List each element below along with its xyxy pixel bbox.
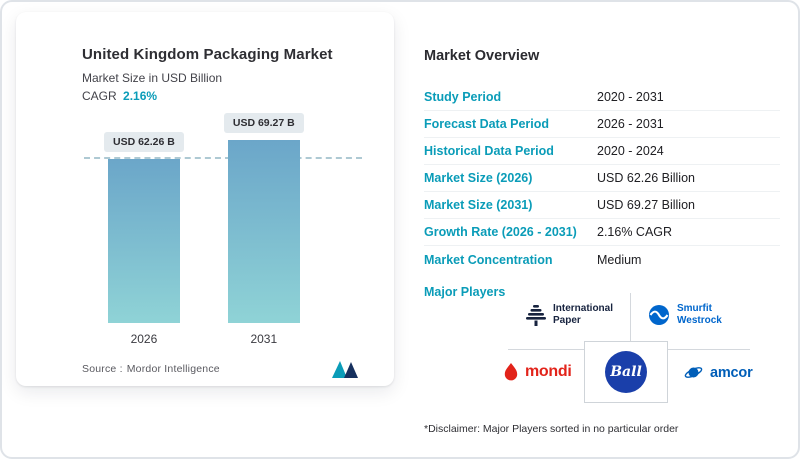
ball-wordmark: Ball xyxy=(610,364,642,380)
row-label: Market Size (2026) xyxy=(424,171,533,185)
market-size-card: United Kingdom Packaging Market Market S… xyxy=(16,12,394,386)
mondi-flame-icon xyxy=(504,363,518,381)
row-label: Historical Data Period xyxy=(424,144,554,158)
table-row: Market Size (2026) USD 62.26 Billion xyxy=(424,165,780,192)
players-vertical-divider xyxy=(630,293,631,348)
cagr-line: CAGR 2.16% xyxy=(82,89,362,103)
bar-group-2026: USD 62.26 B 2026 xyxy=(104,132,184,349)
table-row: Market Concentration Medium xyxy=(424,246,780,273)
major-players-grid: International Paper Smurfit Westrock mon… xyxy=(492,293,760,407)
bar-chart: USD 62.26 B 2026 USD 69.27 B 2031 xyxy=(82,111,362,349)
bar-2026 xyxy=(107,159,180,323)
reference-dashed-line xyxy=(84,157,362,159)
source-row: Source : Mordor Intelligence xyxy=(82,359,362,378)
row-value: Medium xyxy=(597,252,642,267)
amcor-wordmark: amcor xyxy=(710,364,753,381)
row-label: Study Period xyxy=(424,90,502,104)
row-value: 2.16% CAGR xyxy=(597,225,673,239)
logo-amcor: amcor xyxy=(684,363,753,382)
category-label-2026: 2026 xyxy=(130,332,158,346)
international-paper-tree-icon xyxy=(526,304,546,326)
international-paper-wordmark: International Paper xyxy=(553,303,614,326)
cagr-value: 2.16% xyxy=(123,89,158,103)
row-value: USD 62.26 Billion xyxy=(597,171,695,185)
source-text: Source : Mordor Intelligence xyxy=(82,363,224,375)
bar-2031 xyxy=(227,140,300,323)
row-label: Forecast Data Period xyxy=(424,117,550,131)
row-label: Market Concentration xyxy=(424,252,553,267)
bar-value-label-2026: USD 62.26 B xyxy=(104,132,184,152)
source-value: Mordor Intelligence xyxy=(126,362,220,375)
mondi-wordmark: mondi xyxy=(525,363,572,380)
overview-heading: Market Overview xyxy=(424,48,540,64)
bar-value-label-2031: USD 69.27 B xyxy=(223,113,304,133)
players-disclaimer: *Disclaimer: Major Players sorted in no … xyxy=(424,423,679,435)
logo-smurfit-westrock: Smurfit Westrock xyxy=(648,303,735,326)
table-row: Study Period 2020 - 2031 xyxy=(424,84,780,111)
card-title: United Kingdom Packaging Market xyxy=(82,46,333,63)
overview-table: Study Period 2020 - 2031 Forecast Data P… xyxy=(424,84,780,273)
ball-icon: Ball xyxy=(605,351,647,393)
source-label: Source : xyxy=(82,362,123,375)
mordor-intelligence-logo xyxy=(332,361,358,378)
smurfit-westrock-wordmark: Smurfit Westrock xyxy=(677,303,722,326)
bar-group-2031: USD 69.27 B 2031 xyxy=(223,113,304,349)
smurfit-westrock-icon xyxy=(649,304,669,325)
logo-international-paper: International Paper xyxy=(526,303,623,326)
table-row: Growth Rate (2026 - 2031) 2.16% CAGR xyxy=(424,219,780,246)
table-row: Forecast Data Period 2026 - 2031 xyxy=(424,111,780,138)
row-value: USD 69.27 Billion xyxy=(597,198,695,212)
logo-mondi: mondi xyxy=(504,363,572,381)
row-label: Market Size (2031) xyxy=(424,198,533,212)
logo-ball: Ball xyxy=(584,341,668,403)
row-value: 2020 - 2024 xyxy=(597,144,664,158)
row-value: 2026 - 2031 xyxy=(597,117,664,131)
market-overview-panel: Market Overview Study Period 2020 - 2031… xyxy=(424,48,780,435)
category-label-2031: 2031 xyxy=(250,332,278,346)
table-row: Historical Data Period 2020 - 2024 xyxy=(424,138,780,165)
cagr-label: CAGR xyxy=(82,89,117,103)
row-label: Growth Rate (2026 - 2031) xyxy=(424,225,577,239)
table-row: Market Size (2031) USD 69.27 Billion xyxy=(424,192,780,219)
amcor-orbit-icon xyxy=(684,367,703,378)
row-value: 2020 - 2031 xyxy=(597,90,664,104)
major-players-label: Major Players xyxy=(424,285,506,299)
card-subtitle: Market Size in USD Billion xyxy=(82,71,223,85)
